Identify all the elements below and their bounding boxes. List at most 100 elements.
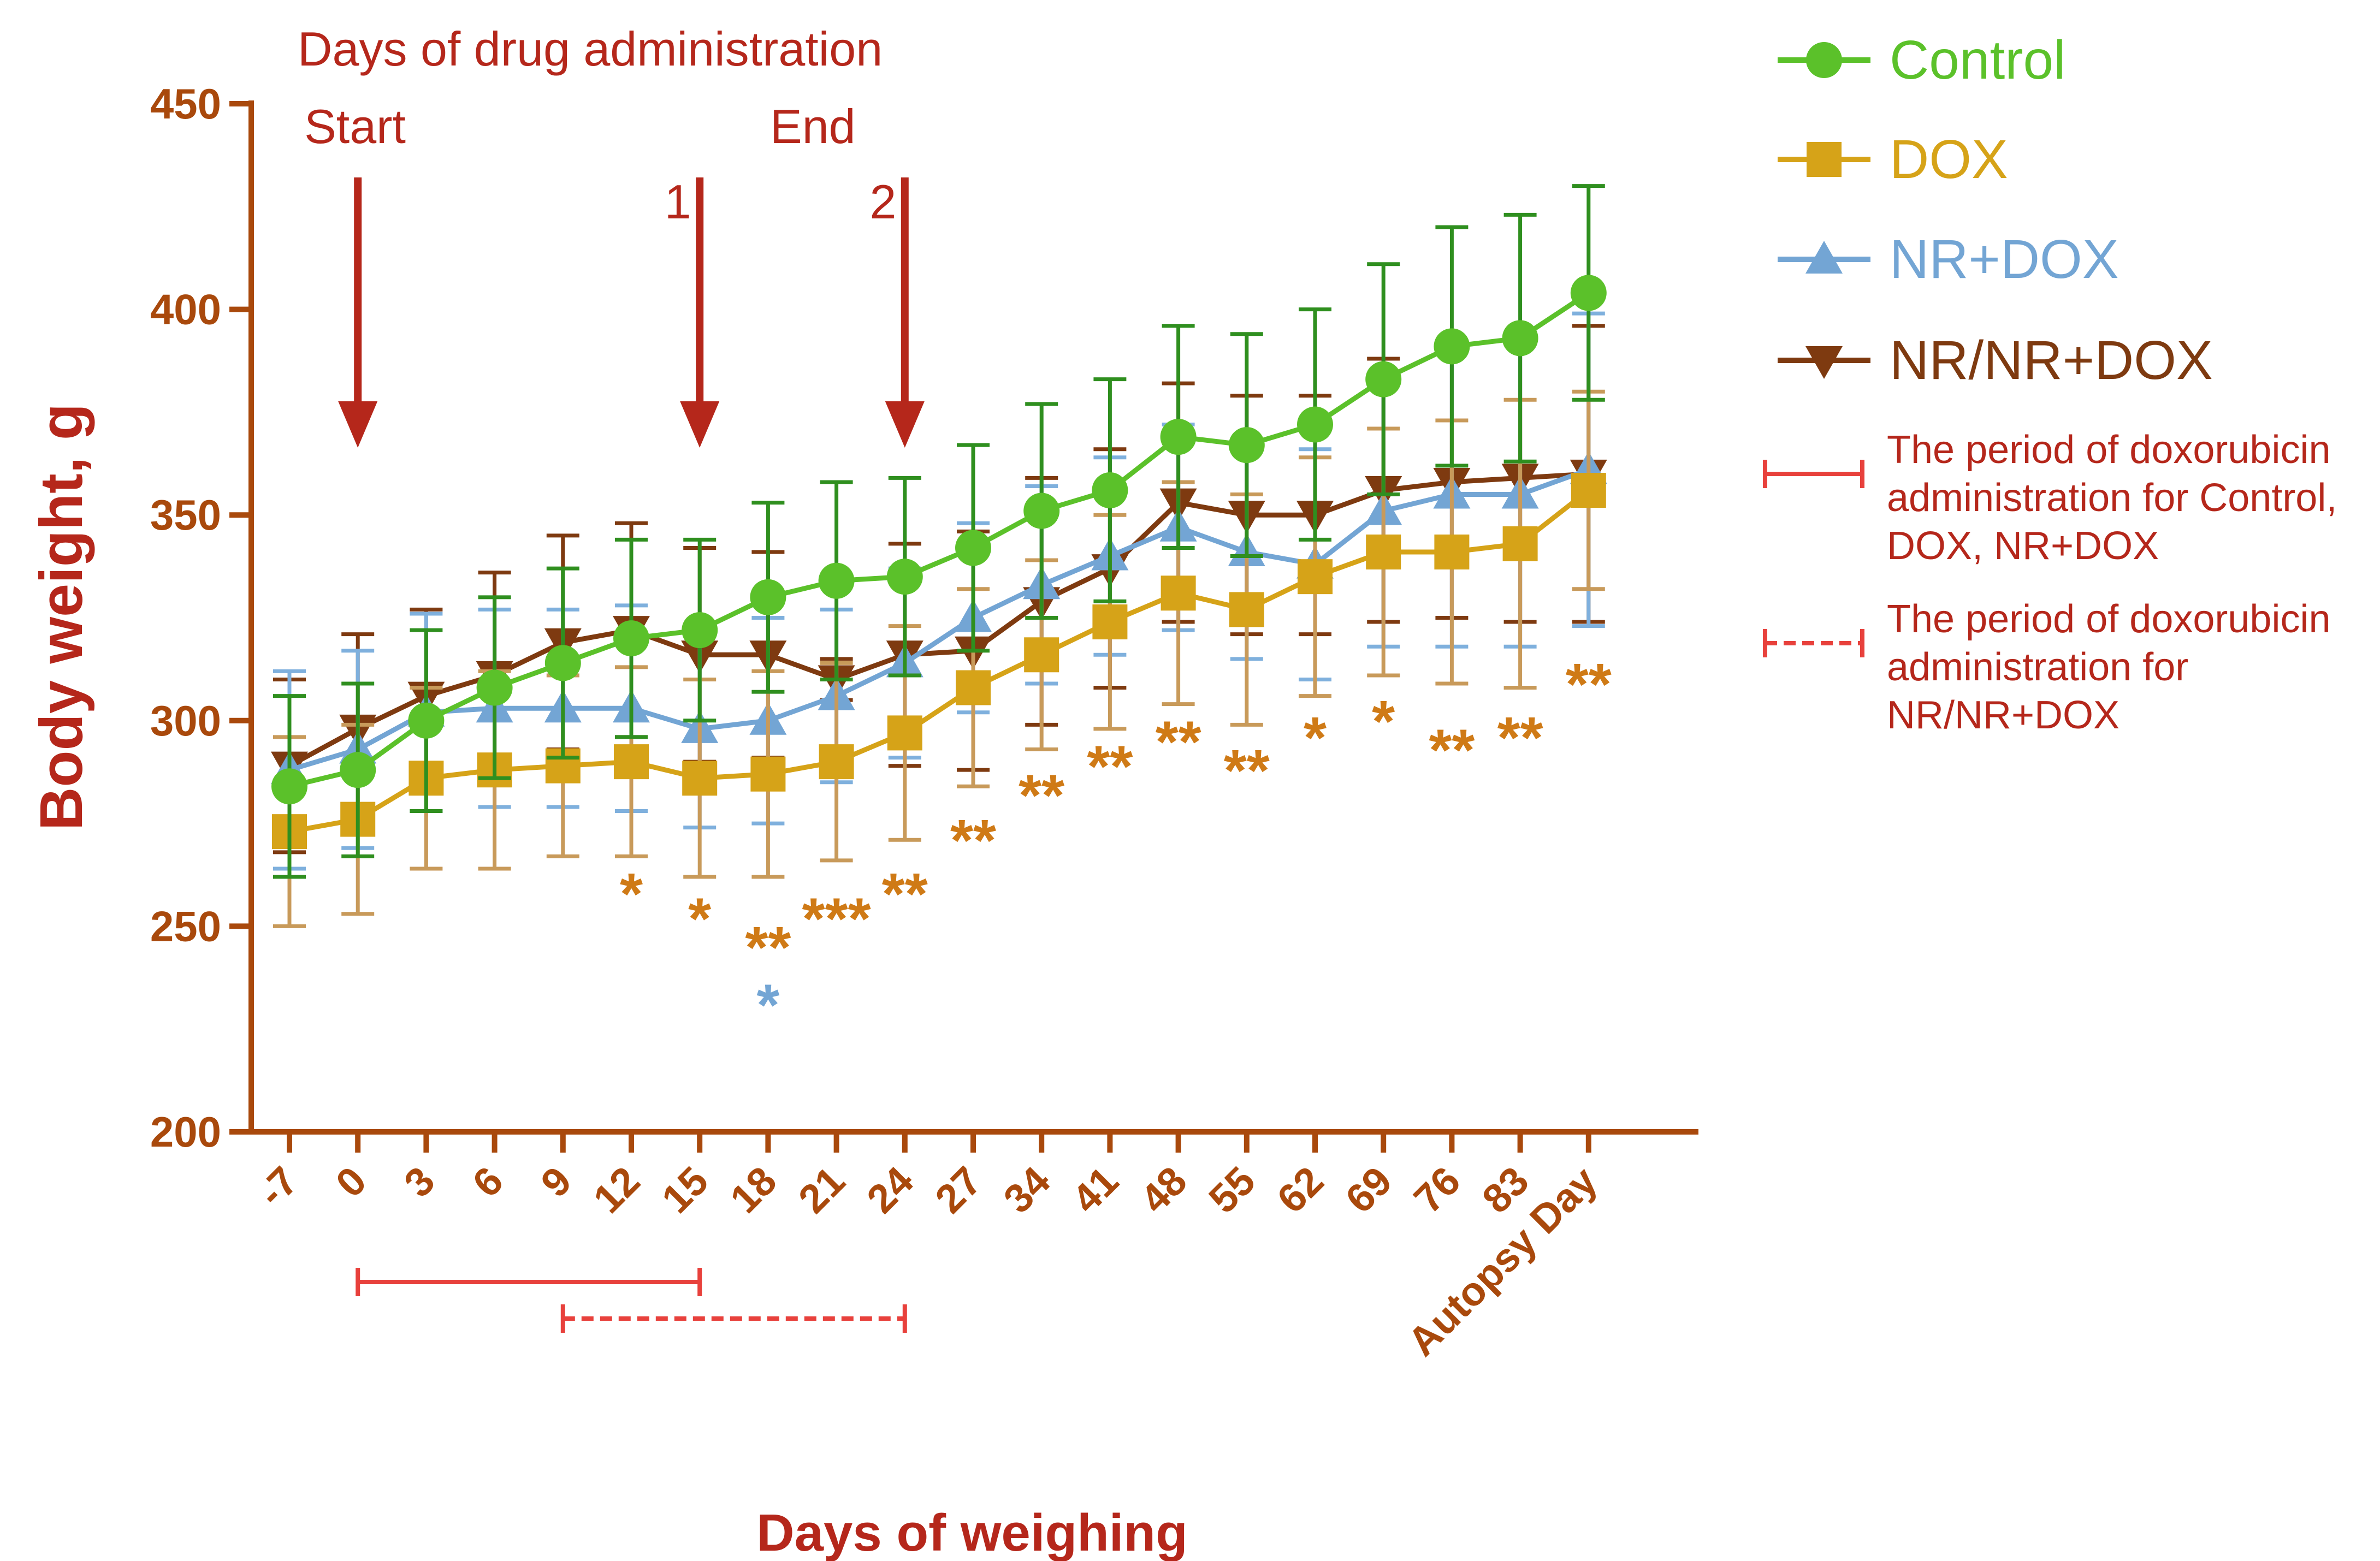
data-point <box>956 670 991 705</box>
legend-item: Control <box>1778 29 2065 91</box>
data-point <box>1571 473 1606 508</box>
series-nr-dox <box>271 311 1607 871</box>
significance-star: ** <box>1429 717 1475 783</box>
significance-star: * <box>1372 688 1395 754</box>
data-point <box>613 620 649 657</box>
period-bar-dashed <box>560 1304 907 1333</box>
x-tick-label: 24 <box>858 1158 922 1222</box>
arrow-1: 1 <box>665 175 720 448</box>
x-tick-label: 27 <box>926 1158 990 1222</box>
arrow-2: 2 <box>869 175 925 448</box>
data-point <box>886 559 923 595</box>
significance-star: * <box>1304 704 1327 770</box>
legend-marker <box>1805 346 1843 379</box>
x-tick-label: 55 <box>1200 1158 1264 1222</box>
y-tick-label: 200 <box>150 1108 221 1156</box>
significance-star: ** <box>1087 733 1133 799</box>
data-point <box>1023 492 1060 529</box>
legend-marker <box>1806 42 1842 78</box>
administration-title: Days of drug administration <box>298 22 883 76</box>
legend-period-text: administration for <box>1887 645 2188 689</box>
data-point <box>1161 575 1196 611</box>
data-point <box>476 669 513 706</box>
legend-item: DOX <box>1778 129 2008 190</box>
period-bar-solid <box>356 1268 702 1296</box>
series-dox <box>272 389 1606 928</box>
data-point <box>1298 559 1333 595</box>
significance-star: ** <box>1224 737 1270 803</box>
y-tick-label: 400 <box>150 286 221 334</box>
data-point <box>340 752 376 788</box>
data-point <box>750 756 786 792</box>
x-tick-label: 48 <box>1132 1158 1195 1222</box>
y-axis-title: Body weight, g <box>28 403 95 830</box>
x-tick-label: 6 <box>464 1158 512 1206</box>
data-point <box>682 612 718 649</box>
legend-period-text: NR/NR+DOX <box>1887 693 2119 737</box>
data-point <box>408 702 445 739</box>
significance-marks: * * ****** ****** ** ** ** * * ** **** <box>620 651 1612 1037</box>
significance-star: ** <box>1566 651 1612 717</box>
significance-star: * <box>688 885 711 951</box>
legend-period-dashed: The period of doxorubicinadministration … <box>1763 597 2331 737</box>
x-tick-label: 62 <box>1268 1158 1332 1222</box>
significance-star: ** <box>1156 708 1201 774</box>
significance-star: ** <box>745 914 791 980</box>
data-point <box>614 744 649 780</box>
x-tick-label: -7 <box>249 1158 306 1215</box>
series-control <box>271 184 1607 879</box>
arrow-label: 2 <box>869 175 896 229</box>
data-point <box>1297 406 1333 443</box>
x-tick-label: 0 <box>327 1158 375 1206</box>
significance-star: ** <box>950 807 996 873</box>
data-point <box>887 715 922 751</box>
data-point <box>1228 427 1265 464</box>
x-tick-label: 15 <box>653 1158 717 1222</box>
arrow-label: 1 <box>665 175 691 229</box>
data-point <box>1366 534 1401 569</box>
arrow-start: Start <box>304 99 406 448</box>
legend-label: NR+DOX <box>1890 229 2119 290</box>
data-point <box>544 645 581 681</box>
legend-period-text: administration for Control, <box>1887 476 2337 520</box>
data-point <box>1502 526 1538 561</box>
x-tick-label: 41 <box>1063 1158 1127 1222</box>
data-point <box>1570 275 1607 311</box>
y-tick-label: 450 <box>150 80 221 128</box>
significance-star: * <box>756 972 779 1038</box>
y-tick-label: 250 <box>150 902 221 950</box>
data-point <box>1160 419 1197 455</box>
data-point <box>1024 637 1059 673</box>
data-point <box>1502 320 1538 357</box>
end-label: End <box>770 99 856 153</box>
legend-period-text: The period of doxorubicin <box>1887 428 2331 472</box>
data-point <box>1229 592 1264 627</box>
y-tick-label: 300 <box>150 697 221 745</box>
significance-star: ** <box>1019 762 1064 828</box>
data-point <box>750 579 786 615</box>
data-point <box>1365 361 1402 397</box>
legend-period-text: DOX, NR+DOX <box>1887 524 2159 568</box>
data-point <box>1092 604 1128 640</box>
legend-marker <box>1807 142 1842 177</box>
x-tick-label: 9 <box>532 1158 580 1206</box>
x-tick-label: 76 <box>1405 1158 1469 1222</box>
significance-star: ** <box>1497 704 1543 770</box>
legend-label: NR/NR+DOX <box>1890 330 2213 391</box>
data-point <box>682 761 718 796</box>
x-tick-label: 3 <box>395 1158 443 1206</box>
data-point <box>818 562 855 599</box>
significance-star: *** <box>802 885 871 951</box>
data-point <box>1434 534 1470 569</box>
significance-star: ** <box>882 860 928 927</box>
y-tick-label: 350 <box>150 491 221 539</box>
data-point <box>1434 328 1470 365</box>
data-point <box>955 530 991 566</box>
legend-item: NR/NR+DOX <box>1778 330 2213 391</box>
data-point <box>1092 472 1128 509</box>
legend-label: DOX <box>1890 129 2008 190</box>
x-tick-label: 18 <box>721 1158 785 1222</box>
